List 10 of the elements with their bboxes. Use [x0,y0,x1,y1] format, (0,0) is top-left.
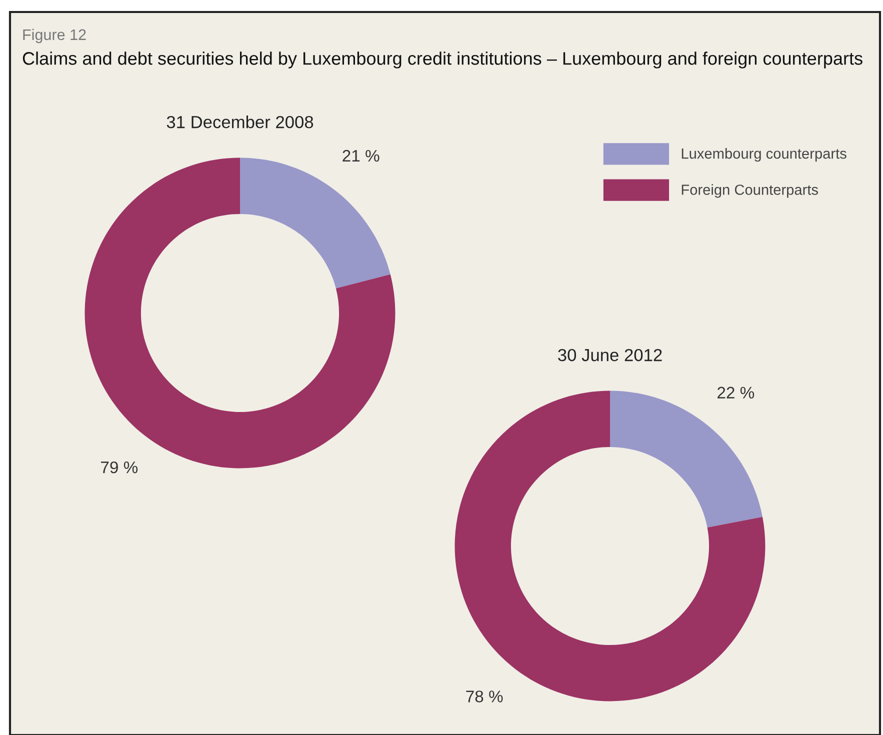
data-label: 22 % [718,386,754,398]
data-label: 21 % [342,150,380,162]
chart-title: 30 June 2012 [558,348,662,362]
data-label: 78 % [466,690,503,702]
caption: Figure 12 [23,28,86,44]
legend-label: Luxembourg counterparts [682,148,846,162]
chart-title: 31 December 2008 [166,115,314,128]
legend-label: Foreign Counterparts [682,184,818,198]
data-label: 79 % [101,461,138,474]
text: Claims and debt securities held by Luxembourg credit institutions – Luxembourg and foreign counterparts [22,52,862,68]
